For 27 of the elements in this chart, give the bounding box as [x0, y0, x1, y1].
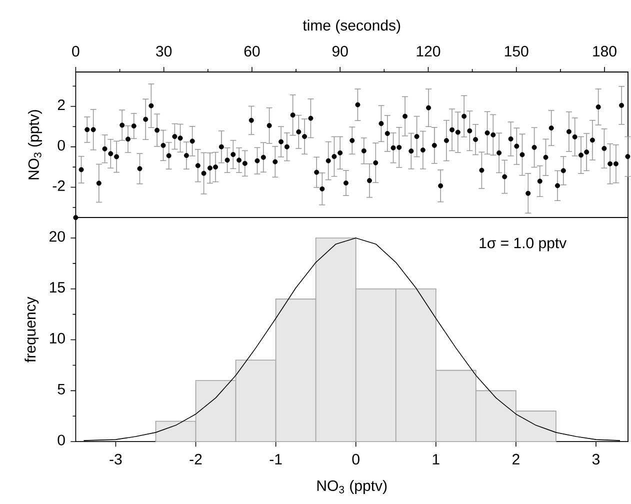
x-tick-label: 180	[593, 46, 616, 57]
annotation: 1σ = 1.0 pptv	[480, 238, 567, 252]
y-tick-label: 15	[50, 282, 65, 293]
y-axis-title: NO$_{3}$ (pptv)	[28, 110, 42, 180]
y-tick-label: 0	[58, 140, 65, 151]
x-tick-label: 150	[505, 46, 528, 57]
x-axis-title: NO$_{3}$ (pptv)	[317, 480, 387, 494]
x-tick-label: 3	[592, 454, 600, 465]
x-tick-label: 60	[244, 46, 260, 57]
x-tick-label: 2	[512, 454, 520, 464]
x-tick-label: 1	[432, 454, 440, 464]
x-tick-label: 90	[332, 46, 348, 57]
x-tick-label: -3	[110, 454, 122, 465]
x-tick-label: 0	[72, 46, 80, 57]
y-tick-label: 10	[50, 332, 65, 344]
x-tick-label: 120	[416, 46, 440, 57]
y-tick-label: 5	[58, 384, 65, 394]
x-tick-label: 30	[156, 46, 172, 57]
x-tick-label: 0	[352, 454, 360, 465]
y-tick-label: 20	[50, 231, 65, 242]
y-tick-label: 0	[58, 434, 65, 446]
y-tick-label: -2	[52, 180, 65, 191]
x-axis-title: time (seconds)	[302, 20, 400, 34]
y-axis-title: frequency	[24, 296, 39, 362]
x-tick-label: -1	[270, 454, 282, 464]
x-tick-label: -2	[190, 454, 202, 464]
y-tick-label: 2	[58, 100, 65, 110]
